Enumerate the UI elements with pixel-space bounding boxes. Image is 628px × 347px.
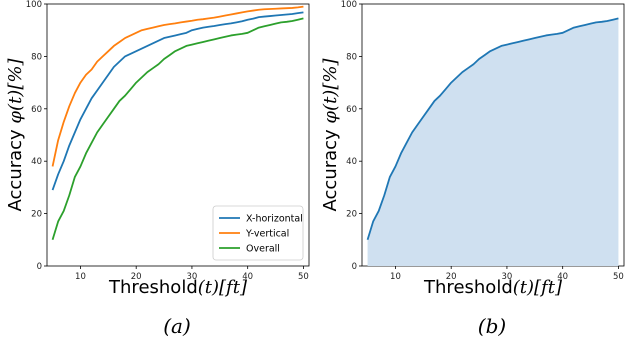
series-line-x-horizontal (51, 11, 304, 191)
x-axis-label-a-text: Threshold (108, 277, 198, 298)
x-tick-label: 10 (75, 272, 86, 282)
x-axis-label-a-math: (t)[ft] (198, 277, 248, 298)
x-tick-label: 40 (242, 272, 253, 282)
x-axis-label-a: Threshold(t)[ft] (108, 277, 248, 298)
y-axis-a: 0 20 40 60 80 100 (26, 0, 47, 272)
legend-a: X-horizontal Y-vertical Overall (212, 205, 304, 261)
x-tick-label: 30 (502, 272, 513, 282)
y-tick-label: 80 (346, 52, 357, 62)
y-tick-label: 60 (31, 105, 42, 115)
panel-a: 0 20 40 60 80 100 10 20 30 40 50 X-horizontal Y-v… (5, 0, 310, 338)
series-line-series (366, 17, 619, 241)
x-tick-label: 20 (131, 272, 142, 282)
legend-box (212, 205, 304, 261)
x-tick-label: 30 (187, 272, 198, 282)
y-axis-label-b-math: φ(t)[%] (320, 58, 341, 124)
x-tick-label: 50 (298, 272, 309, 282)
y-tick-label: 100 (341, 0, 357, 10)
caption-a: (a) (163, 314, 191, 338)
panel-b: 0 20 40 60 80 100 10 20 30 40 50 Threshold(t)[ft]… (320, 0, 625, 338)
area-fill (367, 18, 619, 266)
x-tick-label: 20 (446, 272, 457, 282)
x-tick-label: 40 (557, 272, 568, 282)
series-group-b (366, 17, 619, 266)
legend-label-x-horizontal: X-horizontal (246, 214, 303, 225)
y-tick-label: 40 (346, 157, 357, 167)
y-tick-label: 20 (346, 210, 357, 220)
series-line-y-vertical (51, 5, 304, 167)
legend-label-y-vertical: Y-vertical (245, 229, 289, 240)
y-tick-label: 40 (31, 157, 42, 167)
y-tick-label: 80 (31, 52, 42, 62)
x-axis-b: 10 20 30 40 50 (390, 266, 624, 282)
y-axis-label-a: Accuracy φ(t)[%] (5, 58, 26, 212)
y-tick-label: 0 (37, 262, 42, 272)
y-axis-label-a-text: Accuracy (5, 124, 26, 212)
y-tick-label: 0 (352, 262, 357, 272)
x-tick-label: 10 (390, 272, 401, 282)
x-axis-label-b-text: Threshold (423, 277, 513, 298)
x-axis-a: 10 20 30 40 50 (75, 266, 309, 282)
x-tick-label: 50 (613, 272, 624, 282)
y-tick-label: 20 (31, 210, 42, 220)
legend-label-overall: Overall (246, 244, 280, 255)
series-line-overall (51, 17, 304, 241)
caption-b: (b) (478, 314, 506, 338)
series-group-a (51, 5, 304, 241)
y-axis-label-b-text: Accuracy (320, 124, 341, 212)
y-tick-label: 100 (26, 0, 42, 10)
y-axis-label-b: Accuracy φ(t)[%] (320, 58, 341, 212)
y-tick-label: 60 (346, 105, 357, 115)
x-axis-label-b: Threshold(t)[ft] (423, 277, 563, 298)
y-axis-label-a-math: φ(t)[%] (5, 58, 26, 124)
x-axis-label-b-math: (t)[ft] (513, 277, 563, 298)
y-axis-b: 0 20 40 60 80 100 (341, 0, 362, 272)
